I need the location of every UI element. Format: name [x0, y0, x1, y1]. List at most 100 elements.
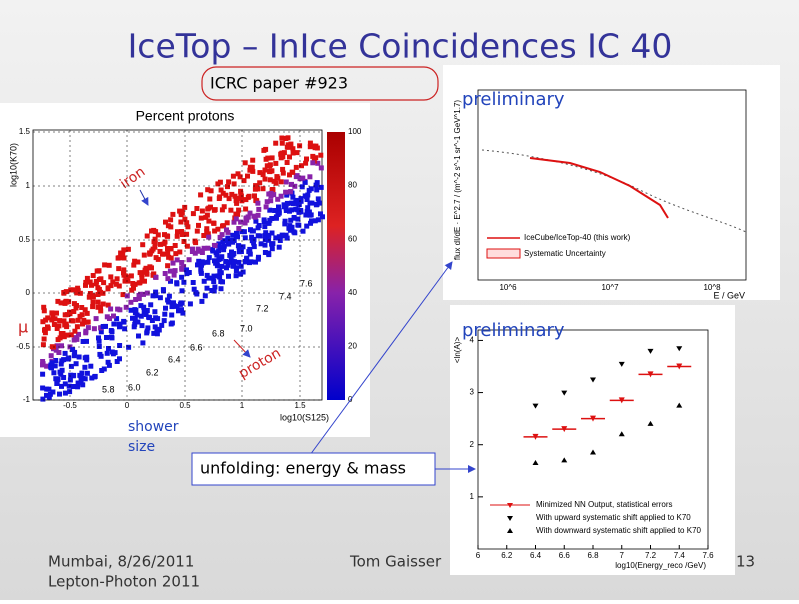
- scatter-cell: [290, 169, 296, 175]
- scatter-cell: [106, 346, 111, 351]
- scatter-cell: [204, 285, 210, 291]
- scatter-cell: [216, 196, 222, 201]
- scatter-cell: [205, 259, 211, 265]
- scatter-cell: [91, 326, 97, 332]
- energy-label: 6.2: [146, 367, 159, 377]
- scatter-cell: [283, 208, 289, 213]
- scatter-cell: [123, 304, 129, 310]
- scatter-cell: [304, 197, 310, 202]
- scatter-cell: [269, 246, 275, 252]
- scatter-cell: [90, 273, 96, 278]
- scatter-cell: [64, 324, 70, 330]
- scatter-cell: [46, 394, 52, 400]
- scatter-cell: [185, 224, 191, 230]
- scatter-cell: [312, 145, 318, 151]
- scatter-cell: [54, 343, 60, 349]
- scatter-cell: [158, 241, 163, 247]
- scatter-cell: [149, 318, 155, 323]
- scatter-cell: [307, 140, 313, 146]
- shower-label: size: [128, 439, 155, 455]
- scatter-cell: [225, 235, 231, 241]
- scatter-cell: [108, 306, 114, 312]
- y-tick-label: -0.5: [16, 342, 30, 351]
- scatter-cell: [84, 275, 90, 281]
- scatter-cell: [79, 370, 85, 376]
- legend-swatch: [507, 503, 513, 508]
- scatter-cell: [196, 258, 202, 264]
- scatter-cell: [57, 318, 63, 324]
- scatter-cell: [297, 143, 303, 149]
- scatter-cell: [96, 286, 102, 292]
- scatter-cell: [68, 372, 74, 378]
- scatter-cell: [153, 289, 159, 295]
- scatter-cell: [253, 183, 259, 189]
- scatter-cell: [201, 233, 207, 238]
- scatter-cell: [104, 335, 109, 340]
- scatter-cell: [263, 204, 269, 210]
- plot-title: Percent protons: [136, 108, 235, 124]
- scatter-cell: [198, 192, 204, 198]
- scatter-cell: [111, 313, 116, 319]
- scatter-cell: [280, 170, 286, 176]
- scatter-cell: [290, 146, 296, 152]
- scatter-cell: [132, 307, 138, 313]
- scatter-cell: [238, 263, 244, 269]
- scatter-cell: [278, 179, 284, 185]
- scatter-cell: [247, 246, 253, 252]
- scatter-cell: [284, 192, 290, 198]
- unfolding-box: [191, 452, 436, 486]
- scatter-cell: [304, 223, 310, 229]
- scatter-cell: [67, 389, 73, 395]
- scatter-cell: [187, 301, 193, 307]
- scatter-cell: [114, 316, 120, 322]
- scatter-cell: [281, 233, 286, 239]
- scatter-cell: [58, 300, 64, 306]
- scatter-cell: [304, 209, 310, 215]
- scatter-cell: [318, 152, 324, 158]
- scatter-cell: [152, 244, 158, 250]
- scatter-cell: [49, 365, 54, 371]
- scatter-cell: [141, 309, 147, 315]
- scatter-cell: [221, 204, 227, 210]
- scatter-cell: [136, 296, 142, 302]
- scatter-cell: [196, 222, 201, 228]
- scatter-cell: [90, 304, 96, 310]
- scatter-cell: [169, 312, 175, 318]
- scatter-cell: [89, 375, 95, 381]
- scatter-cell: [237, 174, 243, 180]
- scatter-cell: [61, 375, 67, 380]
- scatter-cell: [90, 299, 96, 305]
- scatter-cell: [230, 232, 236, 238]
- scatter-cell: [174, 303, 180, 309]
- scatter-cell: [268, 198, 274, 204]
- scatter-cell: [288, 189, 293, 195]
- colorbar-tick-label: 80: [348, 181, 357, 190]
- scatter-cell: [290, 150, 296, 156]
- scatter-cell: [75, 384, 81, 390]
- scatter-cell: [210, 248, 216, 254]
- scatter-cell: [136, 333, 141, 339]
- scatter-cell: [41, 336, 47, 342]
- scatter-cell: [71, 337, 77, 343]
- scatter-cell: [113, 281, 119, 287]
- scatter-cell: [163, 219, 168, 225]
- scatter-cell: [160, 287, 166, 293]
- slide-title: IceTop – InIce Coincidences IC 40: [128, 27, 673, 66]
- scatter-cell: [220, 190, 226, 196]
- scatter-cell: [166, 254, 172, 260]
- data-point: [532, 403, 539, 409]
- scatter-cell: [126, 344, 132, 350]
- scatter-cell: [286, 144, 291, 150]
- scatter-cell: [151, 330, 157, 336]
- scatter-cell: [299, 163, 304, 169]
- scatter-cell: [279, 140, 285, 146]
- scatter-cell: [253, 197, 259, 203]
- scatter-cell: [266, 191, 272, 197]
- scatter-cell: [289, 207, 295, 213]
- scatter-cell: [157, 295, 163, 301]
- scatter-cell: [213, 243, 218, 248]
- scatter-cell: [87, 279, 93, 285]
- scatter-cell: [86, 294, 92, 300]
- scatter-cell: [108, 283, 114, 289]
- colorbar-tick-label: 20: [348, 342, 357, 351]
